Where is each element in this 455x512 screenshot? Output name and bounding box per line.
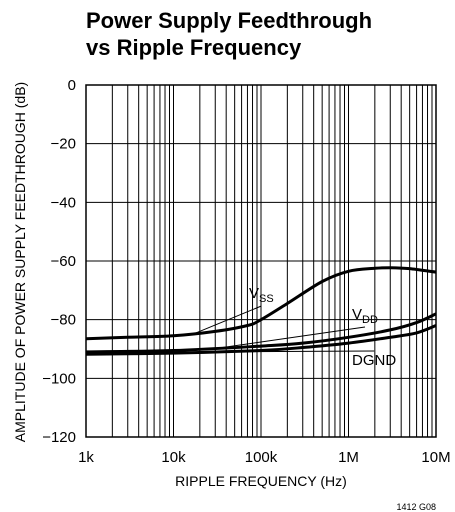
chart-title-line-1: Power Supply Feedthrough — [86, 8, 372, 33]
x-axis-label: RIPPLE FREQUENCY (Hz) — [175, 473, 347, 489]
series-line-vss — [85, 266, 437, 341]
plot-frame — [85, 84, 437, 438]
series-line-dgnd — [85, 324, 437, 356]
series-label-vss-sub: SS — [259, 293, 274, 305]
x-tick-label: 10k — [161, 449, 186, 466]
series-line-vdd — [85, 312, 437, 354]
series-label-vdd-sub: DD — [362, 314, 378, 326]
y-tick-label: −40 — [51, 194, 76, 211]
y-tick-label: −120 — [42, 429, 76, 446]
y-tick-label: −60 — [51, 253, 76, 270]
series-label-leader — [217, 350, 375, 353]
series-label-dgnd: DGND — [352, 352, 396, 369]
series-label-leader — [217, 326, 366, 349]
y-tick-label: −80 — [51, 312, 76, 329]
y-tick-label: −20 — [51, 136, 76, 153]
y-tick-label: 0 — [68, 77, 76, 94]
series-lines — [85, 266, 437, 356]
series-label-vss-main: V — [249, 285, 259, 302]
chart-title-line-2: vs Ripple Frequency — [86, 35, 302, 60]
x-tick-label: 100k — [245, 449, 278, 466]
x-tick-label: 1k — [78, 449, 94, 466]
series-label-dgnd-main: DGND — [352, 352, 396, 369]
x-tick-label: 1M — [338, 449, 359, 466]
grid — [86, 85, 436, 437]
series-label-leader — [194, 305, 262, 335]
y-axis-label: AMPLITUDE OF POWER SUPPLY FEEDTHROUGH (d… — [12, 82, 28, 442]
series-label-vdd: VDD — [352, 306, 378, 326]
series-label-vdd-main: V — [352, 306, 362, 323]
x-tick-label: 10M — [421, 449, 450, 466]
tick-labels: 1k 10k 100k 1M 10M 0 −20 −40 −60 −80 −100 −120 — [42, 77, 450, 466]
y-tick-label: −100 — [42, 370, 76, 387]
series-label-vss: VSS — [249, 285, 274, 305]
figure-code: 1412 G08 — [396, 502, 436, 512]
